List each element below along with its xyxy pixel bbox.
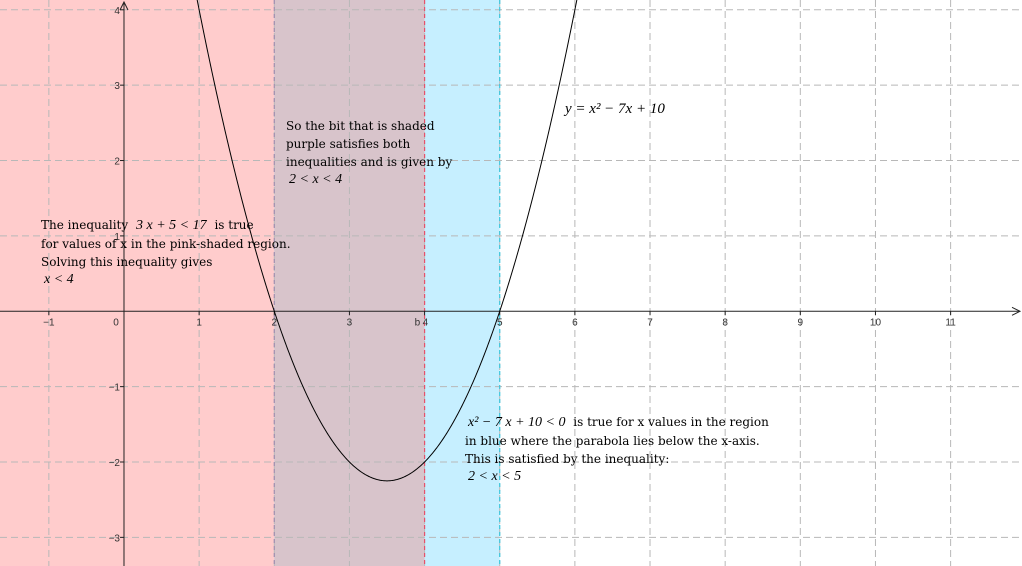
pink-note-suffix: is true: [214, 218, 254, 232]
y-tick-label: −1: [109, 383, 121, 394]
x-tick-label: 11: [945, 317, 956, 328]
parabola[interactable]: [183, 0, 590, 482]
x-tick-label: 2: [272, 317, 278, 328]
blue-region-note[interactable]: x² − 7 x + 10 < 0 is true for x values i…: [465, 413, 769, 486]
y-tick-label: −3: [109, 533, 121, 544]
boundary-lines: [273, 0, 501, 566]
y-tick-label: −2: [109, 458, 121, 469]
x-tick-label: 7: [647, 317, 653, 328]
blue-note-line-2: in blue where the parabola lies below th…: [465, 434, 760, 448]
y-tick-label: 2: [114, 157, 120, 168]
x-tick-label: 8: [722, 317, 728, 328]
parabola-path[interactable]: [183, 0, 590, 482]
x-axis-arrow: [1011, 306, 1022, 316]
pink-note-line-3: Solving this inequality gives: [41, 255, 213, 269]
x-tick-label: 3: [347, 317, 353, 328]
x-tick-label-4: 4: [423, 317, 429, 328]
x-tick-label: 6: [572, 317, 578, 328]
purple-note-line-1: So the bit that is shaded: [286, 119, 435, 133]
purple-region-note[interactable]: So the bit that is shaded purple satisfi…: [286, 117, 452, 189]
x-tick-label: 9: [798, 317, 804, 328]
purple-note-line-3: inequalities and is given by: [286, 155, 453, 169]
blue-note-inline-math: x² − 7 x + 10 < 0: [468, 415, 566, 430]
x-tick-label: −1: [43, 317, 55, 328]
pink-note-prefix: The inequality: [41, 218, 129, 232]
curve-label: y = x² − 7x + 10: [565, 101, 665, 117]
pink-note-inline-math: 3 x + 5 < 17: [136, 218, 207, 233]
x-tick-label: 10: [870, 317, 882, 328]
y-tick-label: 3: [114, 81, 120, 92]
purple-note-line-2: purple satisfies both: [286, 137, 411, 151]
point-b-label[interactable]: b: [415, 317, 421, 328]
purple-note-math: 2 < x < 4: [289, 172, 343, 187]
x-tick-label: 0: [113, 317, 119, 328]
shaded-regions: [0, 0, 500, 566]
pink-note-line-2: for values of x in the pink-shaded regio…: [41, 237, 291, 251]
x-tick-label: 5: [497, 317, 503, 328]
pink-region-note[interactable]: The inequality 3 x + 5 < 17 is true for …: [41, 216, 291, 289]
blue-note-line-3: This is satisfied by the inequality:: [465, 452, 670, 466]
x-tick-label: 1: [196, 317, 202, 328]
blue-note-suffix: is true for x values in the region: [573, 415, 769, 429]
y-tick-label: 4: [114, 6, 120, 17]
tick-labels: −1 0 1 2 3 5 6 7 8 9 10 11 −3 −2 −1 1 2 3 4: [43, 6, 956, 545]
y-tick-label: 1: [114, 232, 120, 243]
pink-note-line-1: The inequality 3 x + 5 < 17 is true: [41, 216, 291, 235]
pink-note-math: x < 4: [44, 272, 74, 287]
blue-note-math: 2 < x < 5: [468, 469, 522, 484]
y-axis-arrow: [119, 0, 129, 11]
blue-note-line-1: x² − 7 x + 10 < 0 is true for x values i…: [465, 413, 769, 432]
